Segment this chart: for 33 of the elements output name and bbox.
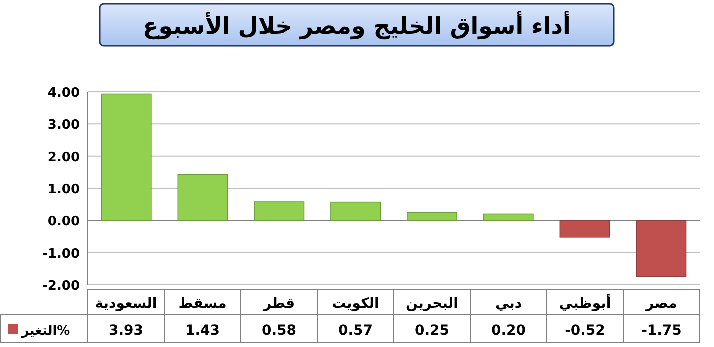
bar [636, 220, 687, 278]
x-tick-label: مسقط [178, 296, 227, 312]
x-tick-label: قطر [262, 296, 296, 312]
bar [178, 174, 228, 222]
legend-label: التغير% [20, 324, 70, 339]
data-label: 0.58 [262, 323, 297, 339]
x-tick-label: أبوظبي [559, 294, 612, 312]
y-tick-label: 0.00 [48, 214, 80, 230]
data-label: 0.57 [338, 323, 374, 339]
bar [406, 212, 458, 222]
bar [330, 202, 382, 222]
data-label: 0.25 [414, 323, 450, 339]
y-tick-label: 2.00 [48, 150, 80, 166]
data-label: 0.20 [491, 323, 526, 339]
x-tick-label: مصر [645, 296, 678, 312]
y-tick-label: 4.00 [48, 86, 80, 101]
data-label: -0.52 [565, 323, 606, 339]
bar [560, 220, 610, 238]
bar [483, 214, 534, 222]
data-label: 1.43 [185, 323, 220, 339]
y-tick-label: 1.00 [48, 182, 80, 198]
y-tick-label: -2.00 [42, 279, 80, 294]
y-tick-label: 3.00 [48, 118, 80, 134]
bar [101, 94, 152, 222]
data-label: -1.75 [642, 323, 682, 339]
bar [254, 202, 305, 222]
chart-title: أداء أسواق الخليج ومصر خلال الأسبوع [143, 11, 571, 40]
x-tick-label: دبي [495, 296, 522, 312]
x-tick-label: البحرين [406, 296, 458, 312]
x-tick-label: السعودية [95, 296, 158, 312]
x-tick-label: الكويت [332, 296, 380, 312]
data-label: 3.93 [108, 323, 144, 339]
y-tick-label: -1.00 [42, 246, 80, 262]
